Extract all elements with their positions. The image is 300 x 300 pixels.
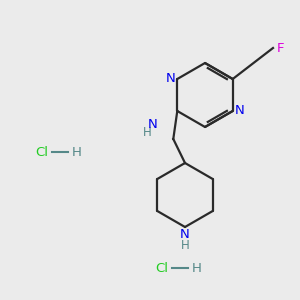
Text: F: F (277, 41, 284, 55)
Text: N: N (148, 118, 158, 131)
Text: H: H (192, 262, 202, 275)
Text: N: N (166, 73, 175, 85)
Text: N: N (180, 228, 190, 241)
Text: H: H (72, 146, 82, 158)
Text: Cl: Cl (155, 262, 168, 275)
Text: N: N (235, 104, 244, 118)
Text: Cl: Cl (35, 146, 48, 158)
Text: H: H (181, 239, 189, 252)
Text: H: H (142, 127, 152, 140)
